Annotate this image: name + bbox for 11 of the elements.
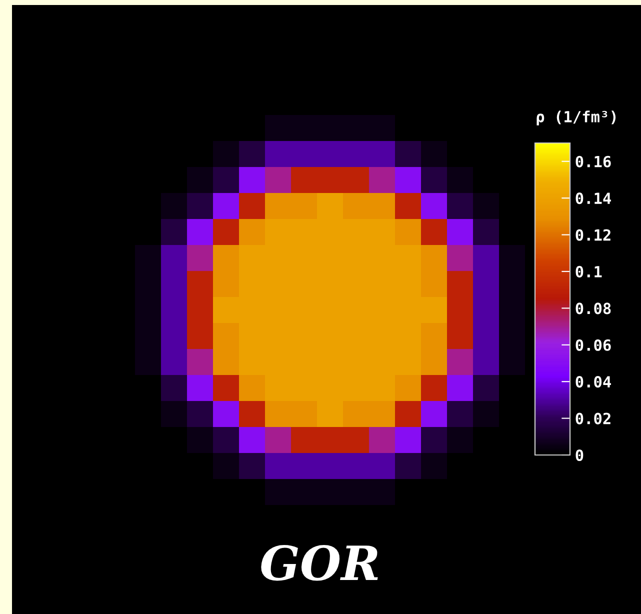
color-bar-label: 0.16 [576, 156, 611, 168]
color-bar-title: ρ (1/fm³) [536, 110, 616, 126]
color-bar-label: 0.02 [576, 412, 610, 424]
color-bar-label: 0.06 [576, 339, 611, 351]
color-bar-label: 0.12 [576, 229, 610, 241]
color-bar-label: 0.1 [576, 266, 602, 278]
color-bar-label: 0.08 [576, 302, 611, 314]
color-bar-label: 0.14 [576, 192, 611, 204]
text: GOR [261, 544, 378, 581]
color-bar-label: 0.04 [576, 376, 611, 388]
color-bar-label: 0 [576, 449, 584, 462]
